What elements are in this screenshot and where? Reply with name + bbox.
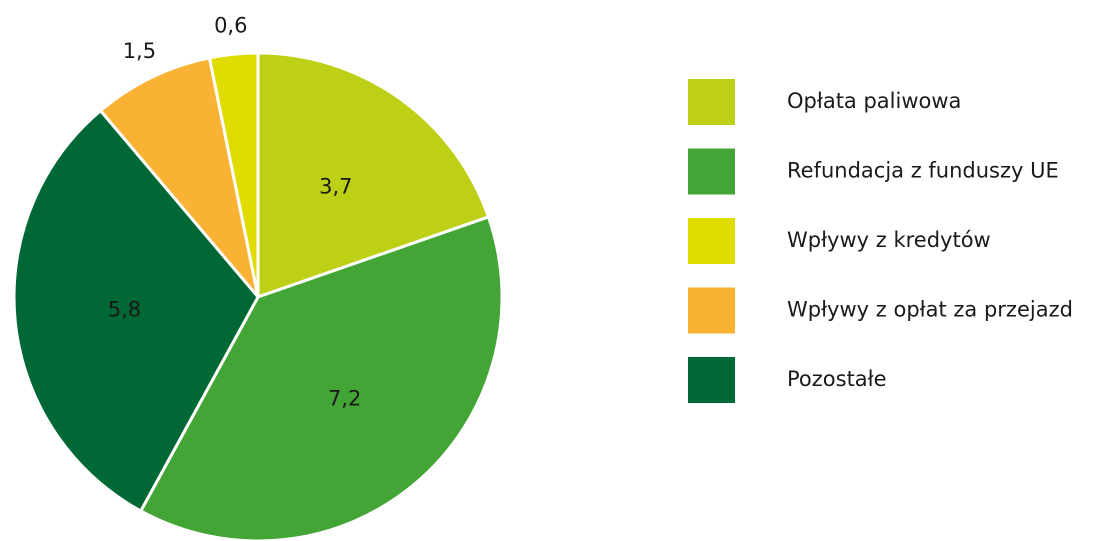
- pie-slice: [12, 108, 260, 514]
- legend-label: Wpływy z kredytów: [787, 228, 991, 252]
- legend-swatch: [688, 218, 735, 264]
- legend-label: Opłata paliwowa: [787, 89, 961, 113]
- data-label: 7,2: [328, 386, 361, 410]
- legend-swatch: [688, 148, 735, 195]
- legend-label: Refundacja z funduszy UE: [787, 159, 1059, 183]
- data-label: 1,5: [123, 39, 156, 63]
- legend-label: Wpływy z opłat za przejazd: [787, 298, 1073, 322]
- legend-swatch: [688, 79, 735, 125]
- pie-slice: [138, 215, 504, 541]
- data-label: 0,6: [214, 13, 247, 37]
- legend-swatch: [688, 287, 735, 334]
- legend-label: Pozostałe: [787, 367, 887, 391]
- legend-swatch: [688, 357, 735, 403]
- data-label: 5,8: [108, 297, 141, 321]
- pie-slice: [98, 56, 260, 298]
- data-label: 3,7: [319, 175, 352, 199]
